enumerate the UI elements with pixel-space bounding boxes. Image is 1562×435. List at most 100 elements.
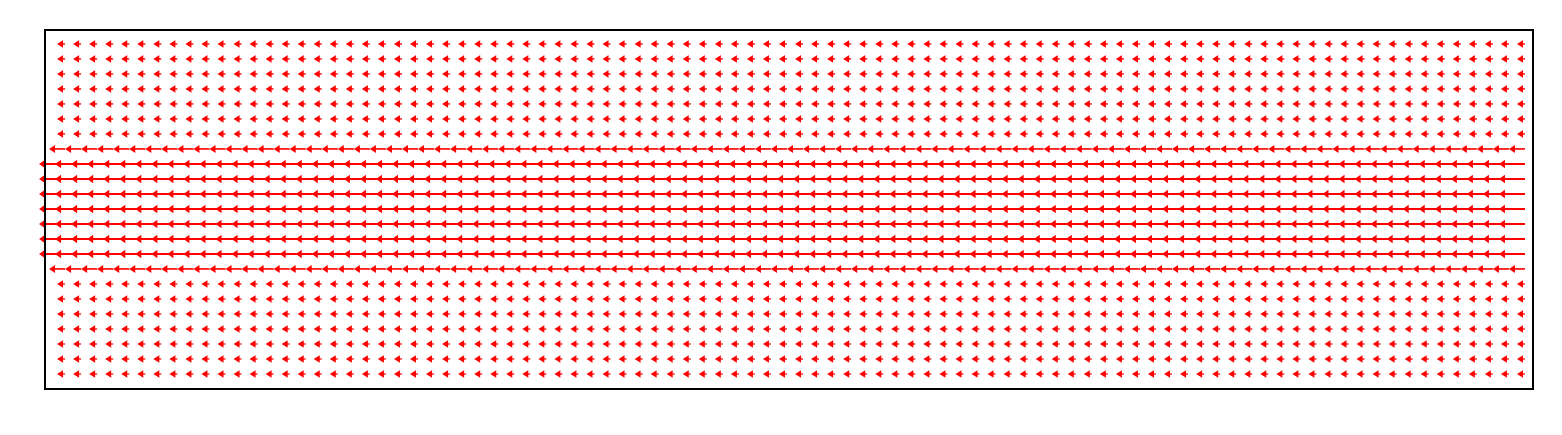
arrow — [1172, 265, 1189, 273]
arrow — [418, 265, 435, 273]
arrow — [169, 115, 178, 123]
arrow — [474, 55, 483, 63]
arrow — [969, 174, 996, 184]
arrow — [1258, 204, 1285, 214]
arrow — [426, 70, 435, 78]
arrow — [1372, 130, 1381, 138]
arrow — [730, 280, 739, 288]
arrow — [666, 100, 675, 108]
arrow — [762, 340, 771, 348]
arrow — [145, 265, 162, 273]
arrow — [169, 325, 178, 333]
arrow — [265, 115, 274, 123]
arrow — [1067, 85, 1076, 93]
arrow — [770, 265, 787, 273]
arrow — [1274, 174, 1301, 184]
arrow — [1099, 100, 1108, 108]
arrow — [744, 174, 771, 184]
arrow — [1324, 370, 1333, 378]
arrow — [778, 85, 787, 93]
arrow — [297, 85, 306, 93]
arrow — [151, 234, 178, 244]
arrow — [1180, 130, 1189, 138]
arrow — [889, 204, 916, 214]
arrow — [522, 310, 531, 318]
arrow — [1498, 189, 1525, 199]
arrow — [1386, 219, 1413, 229]
arrow — [584, 159, 611, 169]
arrow — [426, 370, 435, 378]
arrow — [1354, 249, 1381, 259]
arrow — [969, 219, 996, 229]
arrow — [586, 70, 595, 78]
arrow — [971, 85, 980, 93]
arrow — [1404, 310, 1413, 318]
arrow — [1162, 219, 1189, 229]
arrow — [714, 70, 723, 78]
arrow — [618, 115, 627, 123]
arrow — [434, 265, 451, 273]
arrow — [1356, 325, 1365, 333]
arrow — [55, 204, 82, 214]
arrow — [1083, 40, 1092, 48]
arrow — [795, 280, 804, 288]
arrow — [602, 370, 611, 378]
arrow — [1452, 40, 1461, 48]
arrow — [1081, 234, 1108, 244]
arrow — [295, 219, 322, 229]
arrow — [664, 234, 691, 244]
arrow — [746, 370, 755, 378]
arrow — [151, 204, 178, 214]
arrow — [955, 85, 964, 93]
arrow — [1228, 295, 1237, 303]
arrow — [295, 234, 322, 244]
arrow — [1244, 310, 1253, 318]
arrow — [1244, 355, 1253, 363]
arrow — [1290, 159, 1317, 169]
arrow — [1404, 115, 1413, 123]
arrow — [568, 189, 595, 199]
arrow — [1147, 295, 1156, 303]
arrow — [1452, 85, 1461, 93]
arrow — [1386, 204, 1413, 214]
arrow — [488, 174, 515, 184]
arrow — [923, 130, 932, 138]
arrow — [1115, 310, 1124, 318]
arrow — [746, 40, 755, 48]
arrow — [1196, 55, 1205, 63]
arrow — [1498, 219, 1525, 229]
arrow — [618, 310, 627, 318]
arrow — [1436, 70, 1445, 78]
arrow — [554, 40, 563, 48]
arrow — [875, 85, 884, 93]
arrow — [359, 174, 386, 184]
arrow — [955, 340, 964, 348]
arrow — [488, 234, 515, 244]
arrow — [891, 355, 900, 363]
arrow — [311, 189, 338, 199]
arrow — [907, 355, 916, 363]
arrow — [811, 340, 820, 348]
arrow — [650, 100, 659, 108]
arrow — [712, 219, 739, 229]
arrow — [1051, 310, 1060, 318]
arrow — [1450, 219, 1477, 229]
arrow — [618, 295, 627, 303]
arrow — [1308, 55, 1317, 63]
arrow — [648, 249, 675, 259]
arrow — [1324, 325, 1333, 333]
arrow — [426, 100, 435, 108]
arrow — [343, 189, 370, 199]
arrow — [73, 325, 82, 333]
arrow — [538, 70, 547, 78]
arrow — [153, 370, 162, 378]
arrow — [1019, 370, 1028, 378]
arrow — [392, 234, 418, 244]
arrow — [1322, 249, 1349, 259]
arrow — [1284, 144, 1301, 153]
arrow — [682, 55, 691, 63]
arrow — [987, 355, 996, 363]
arrow — [1001, 174, 1028, 184]
arrow — [1372, 55, 1381, 63]
arrow — [506, 370, 515, 378]
